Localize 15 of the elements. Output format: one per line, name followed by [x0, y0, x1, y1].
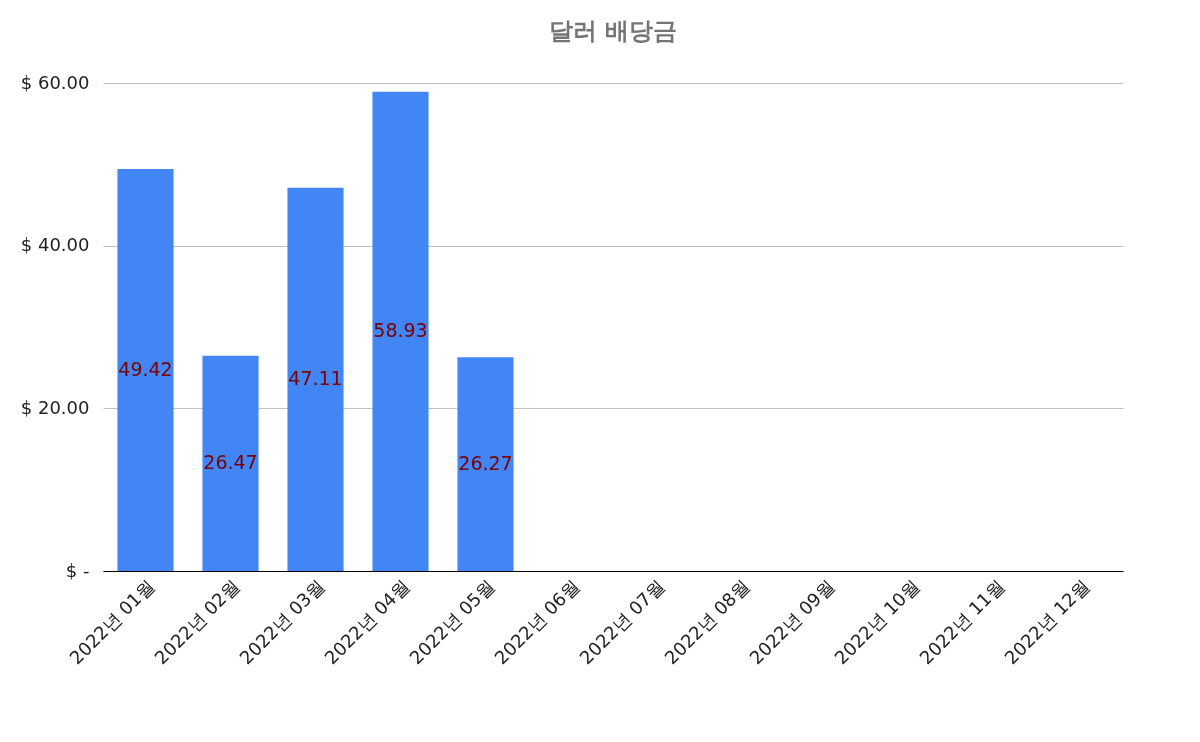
data-label: 26.47	[203, 451, 258, 474]
y-tick-label: $ 40.00	[20, 234, 90, 256]
bar	[202, 355, 259, 571]
data-label: 58.93	[373, 319, 428, 342]
bar	[372, 91, 429, 571]
data-label: 47.11	[288, 367, 343, 390]
data-label: 26.27	[458, 452, 513, 475]
data-label: 49.42	[118, 358, 173, 381]
y-tick-label: $ 20.00	[20, 396, 90, 418]
chart-title: 달러 배당금	[548, 17, 678, 45]
bar	[117, 169, 174, 571]
y-tick-label: $ -	[65, 559, 90, 581]
bar	[457, 357, 514, 571]
y-tick-label: $ 60.00	[20, 71, 90, 93]
bar	[287, 187, 344, 571]
